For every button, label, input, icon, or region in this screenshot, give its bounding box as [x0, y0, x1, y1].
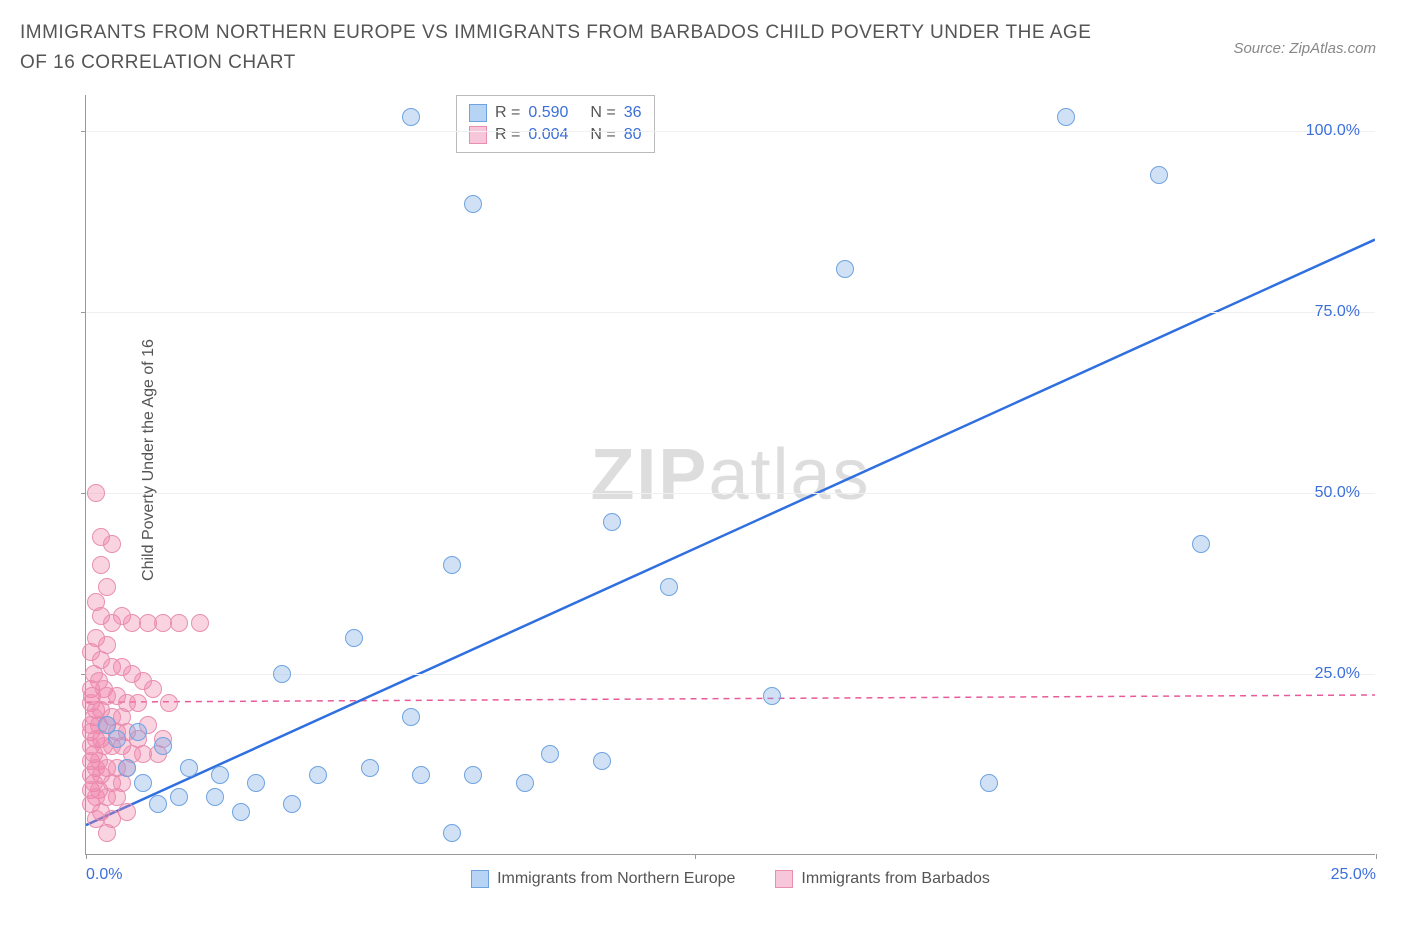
data-point: [443, 824, 461, 842]
tick-mark: [1376, 854, 1377, 859]
watermark-zip: ZIP: [590, 435, 708, 515]
data-point: [191, 614, 209, 632]
series-b-name: Immigrants from Barbados: [801, 870, 990, 888]
data-point: [180, 759, 198, 777]
data-point: [206, 788, 224, 806]
tick-mark: [81, 493, 86, 494]
data-point: [232, 803, 250, 821]
x-tick-label: 25.0%: [1331, 866, 1376, 884]
series-legend: Immigrants from Northern Europe Immigran…: [86, 870, 1375, 888]
y-tick-label: 50.0%: [1315, 484, 1360, 502]
data-point: [412, 766, 430, 784]
n-value-a: 36: [624, 104, 642, 122]
watermark-atlas: atlas: [708, 435, 870, 515]
data-point: [541, 745, 559, 763]
r-label: R =: [495, 126, 520, 144]
y-tick-label: 25.0%: [1315, 665, 1360, 683]
square-icon: [775, 870, 793, 888]
data-point: [464, 195, 482, 213]
data-point: [603, 513, 621, 531]
data-point: [98, 716, 116, 734]
scatter-plot: ZIPatlas R = 0.590 N = 36 R = 0.004 N = …: [85, 95, 1375, 855]
data-point: [154, 737, 172, 755]
r-label: R =: [495, 104, 520, 122]
series-a-name: Immigrants from Northern Europe: [497, 870, 735, 888]
data-point: [283, 795, 301, 813]
data-point: [103, 535, 121, 553]
x-tick-label: 0.0%: [86, 866, 122, 884]
square-icon: [469, 126, 487, 144]
legend-row-a: R = 0.590 N = 36: [469, 102, 642, 124]
square-icon: [469, 104, 487, 122]
data-point: [402, 108, 420, 126]
y-tick-label: 100.0%: [1306, 122, 1360, 140]
data-point: [247, 774, 265, 792]
data-point: [170, 614, 188, 632]
legend-row-b: R = 0.004 N = 80: [469, 124, 642, 146]
trend-line: [86, 240, 1375, 826]
data-point: [170, 788, 188, 806]
data-point: [1192, 535, 1210, 553]
data-point: [361, 759, 379, 777]
data-point: [129, 694, 147, 712]
data-point: [118, 803, 136, 821]
n-label: N =: [590, 104, 615, 122]
gridline: [86, 312, 1375, 313]
data-point: [402, 708, 420, 726]
watermark: ZIPatlas: [590, 434, 870, 516]
data-point: [211, 766, 229, 784]
r-value-b: 0.004: [528, 126, 568, 144]
data-point: [118, 759, 136, 777]
tick-mark: [81, 312, 86, 313]
data-point: [763, 687, 781, 705]
n-label: N =: [590, 126, 615, 144]
data-point: [92, 556, 110, 574]
data-point: [1150, 166, 1168, 184]
data-point: [660, 578, 678, 596]
chart-title: IMMIGRANTS FROM NORTHERN EUROPE VS IMMIG…: [20, 18, 1120, 79]
legend-item-a: Immigrants from Northern Europe: [471, 870, 735, 888]
trend-line: [86, 695, 1375, 702]
data-point: [980, 774, 998, 792]
n-value-b: 80: [624, 126, 642, 144]
trend-lines: [86, 95, 1375, 854]
y-tick-label: 75.0%: [1315, 303, 1360, 321]
data-point: [1057, 108, 1075, 126]
tick-mark: [81, 131, 86, 132]
data-point: [134, 774, 152, 792]
gridline: [86, 493, 1375, 494]
data-point: [144, 680, 162, 698]
data-point: [108, 730, 126, 748]
data-point: [516, 774, 534, 792]
data-point: [273, 665, 291, 683]
data-point: [149, 795, 167, 813]
data-point: [129, 723, 147, 741]
r-value-a: 0.590: [528, 104, 568, 122]
source-attribution: Source: ZipAtlas.com: [1233, 40, 1376, 57]
square-icon: [471, 870, 489, 888]
legend-item-b: Immigrants from Barbados: [775, 870, 990, 888]
data-point: [160, 694, 178, 712]
data-point: [836, 260, 854, 278]
tick-mark: [695, 854, 696, 859]
gridline: [86, 131, 1375, 132]
data-point: [87, 484, 105, 502]
correlation-legend: R = 0.590 N = 36 R = 0.004 N = 80: [456, 95, 655, 153]
data-point: [98, 824, 116, 842]
data-point: [464, 766, 482, 784]
tick-mark: [86, 854, 87, 859]
data-point: [345, 629, 363, 647]
data-point: [309, 766, 327, 784]
data-point: [443, 556, 461, 574]
data-point: [593, 752, 611, 770]
